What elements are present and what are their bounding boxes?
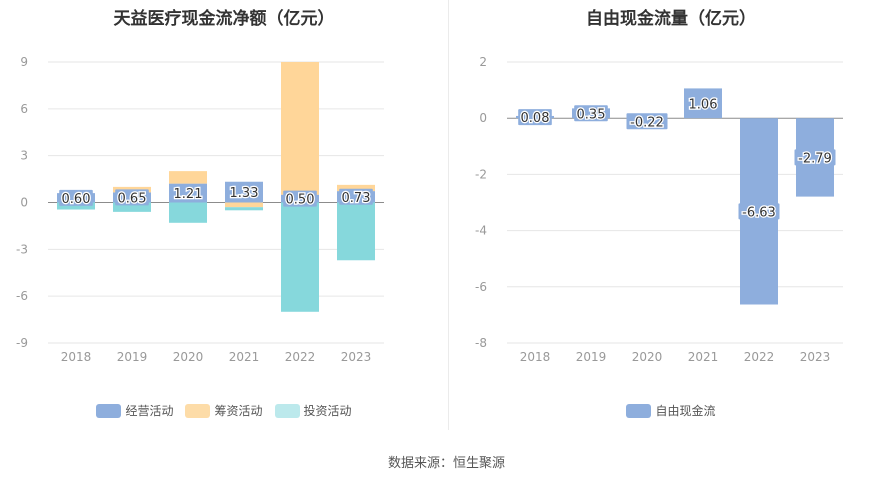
data-label: -2.79 <box>798 151 832 166</box>
legend-label: 筹资活动 <box>214 404 263 418</box>
bar <box>225 207 263 211</box>
bar <box>169 202 207 223</box>
data-label: 1.06 <box>689 97 718 112</box>
x-tick-label: 2023 <box>800 350 831 364</box>
legend-label: 投资活动 <box>303 404 352 418</box>
x-tick-label: 2022 <box>744 350 775 364</box>
data-label: 1.21 <box>174 187 203 202</box>
bar <box>281 62 319 195</box>
free-cashflow-chart-panel: 自由现金流量（亿元） 2 0 -2 -4 -6 -8 2018 2019 2020 2021 202… <box>449 0 893 430</box>
bar <box>281 202 319 312</box>
x-tick-label: 2018 <box>61 350 92 364</box>
x-tick-label: 2021 <box>229 350 260 364</box>
bar <box>113 202 151 212</box>
data-label-bg <box>283 190 317 207</box>
x-tick-label: 2019 <box>117 350 148 364</box>
cashflow-chart-svg: 9 6 3 0 -3 -6 -9 2018 2019 2020 2021 2022 2023 0.60 0.… <box>16 55 384 364</box>
bar <box>169 171 207 184</box>
chart-title: 天益医疗现金流净额（亿元） <box>113 9 335 29</box>
y-tick-label: -2 <box>475 167 487 181</box>
data-label-bg <box>171 185 205 202</box>
cashflow-chart-panel: 天益医疗现金流净额（亿元） 9 6 3 0 -3 -6 -9 2018 2019 2020 2021… <box>0 0 448 430</box>
y-tick-label: 6 <box>20 102 28 116</box>
x-tick-label: 2023 <box>341 350 372 364</box>
y-tick-label: -3 <box>16 242 28 256</box>
x-tick-label: 2020 <box>173 350 204 364</box>
data-label-bg <box>339 188 373 205</box>
data-label-bg <box>738 203 780 220</box>
bar <box>337 184 375 192</box>
legend-swatch <box>274 403 300 418</box>
data-label-bg <box>518 109 552 126</box>
data-label-bg <box>626 113 668 130</box>
data-label-bg <box>574 105 608 122</box>
data-label: 0.50 <box>286 193 315 208</box>
data-label-bg <box>227 184 261 201</box>
legend-item-operating[interactable]: 经营活动 <box>96 402 173 419</box>
legend-item-investing[interactable]: 投资活动 <box>274 402 352 419</box>
legend-swatch <box>626 403 652 418</box>
data-label: 0.65 <box>118 191 147 206</box>
x-tick-label: 2021 <box>688 350 719 364</box>
y-tick-label: 0 <box>479 111 487 125</box>
data-label: 1.33 <box>230 186 259 201</box>
y-tick-label: -4 <box>475 224 487 238</box>
data-label-bg <box>794 149 836 166</box>
legend-swatch <box>96 403 122 418</box>
data-source: 数据来源：恒生聚源 <box>387 456 505 471</box>
y-tick-label: -8 <box>475 336 487 350</box>
panel-divider <box>448 0 449 430</box>
chart-title: 自由现金流量（亿元） <box>586 9 756 29</box>
legend-item-free-cashflow[interactable]: 自由现金流 <box>626 402 716 419</box>
data-label-bg <box>59 189 93 206</box>
legend-label: 经营活动 <box>125 404 174 418</box>
x-tick-label: 2019 <box>576 350 607 364</box>
legend-item-financing[interactable]: 筹资活动 <box>185 402 263 419</box>
data-label-bg <box>115 189 149 206</box>
bar <box>57 202 95 210</box>
bar <box>225 202 263 208</box>
data-label-bg <box>686 95 720 112</box>
data-label: -6.63 <box>742 205 776 220</box>
data-label: 0.35 <box>577 107 606 122</box>
x-tick-label: 2018 <box>520 350 551 364</box>
y-tick-label: -6 <box>475 280 487 294</box>
y-tick-label: 3 <box>20 149 28 163</box>
data-label: 0.60 <box>62 192 91 207</box>
x-tick-label: 2022 <box>285 350 316 364</box>
y-tick-label: 0 <box>20 196 28 210</box>
y-tick-label: 9 <box>20 55 28 69</box>
x-tick-label: 2020 <box>632 350 663 364</box>
chart-legend: 自由现金流 <box>449 402 893 419</box>
data-label: 0.08 <box>521 111 550 126</box>
free-cashflow-chart-svg: 2 0 -2 -4 -6 -8 2018 2019 2020 2021 2022 2023 0.08 0.… <box>475 55 843 364</box>
data-label: -0.22 <box>630 115 664 130</box>
bar <box>337 202 375 261</box>
y-tick-label: -9 <box>16 336 28 350</box>
data-label: 0.73 <box>342 191 371 206</box>
legend-label: 自由现金流 <box>655 404 716 418</box>
y-tick-label: 2 <box>479 55 487 69</box>
chart-legend: 经营活动 筹资活动 投资活动 <box>0 402 448 419</box>
y-tick-label: -6 <box>16 289 28 303</box>
legend-swatch <box>185 403 211 418</box>
